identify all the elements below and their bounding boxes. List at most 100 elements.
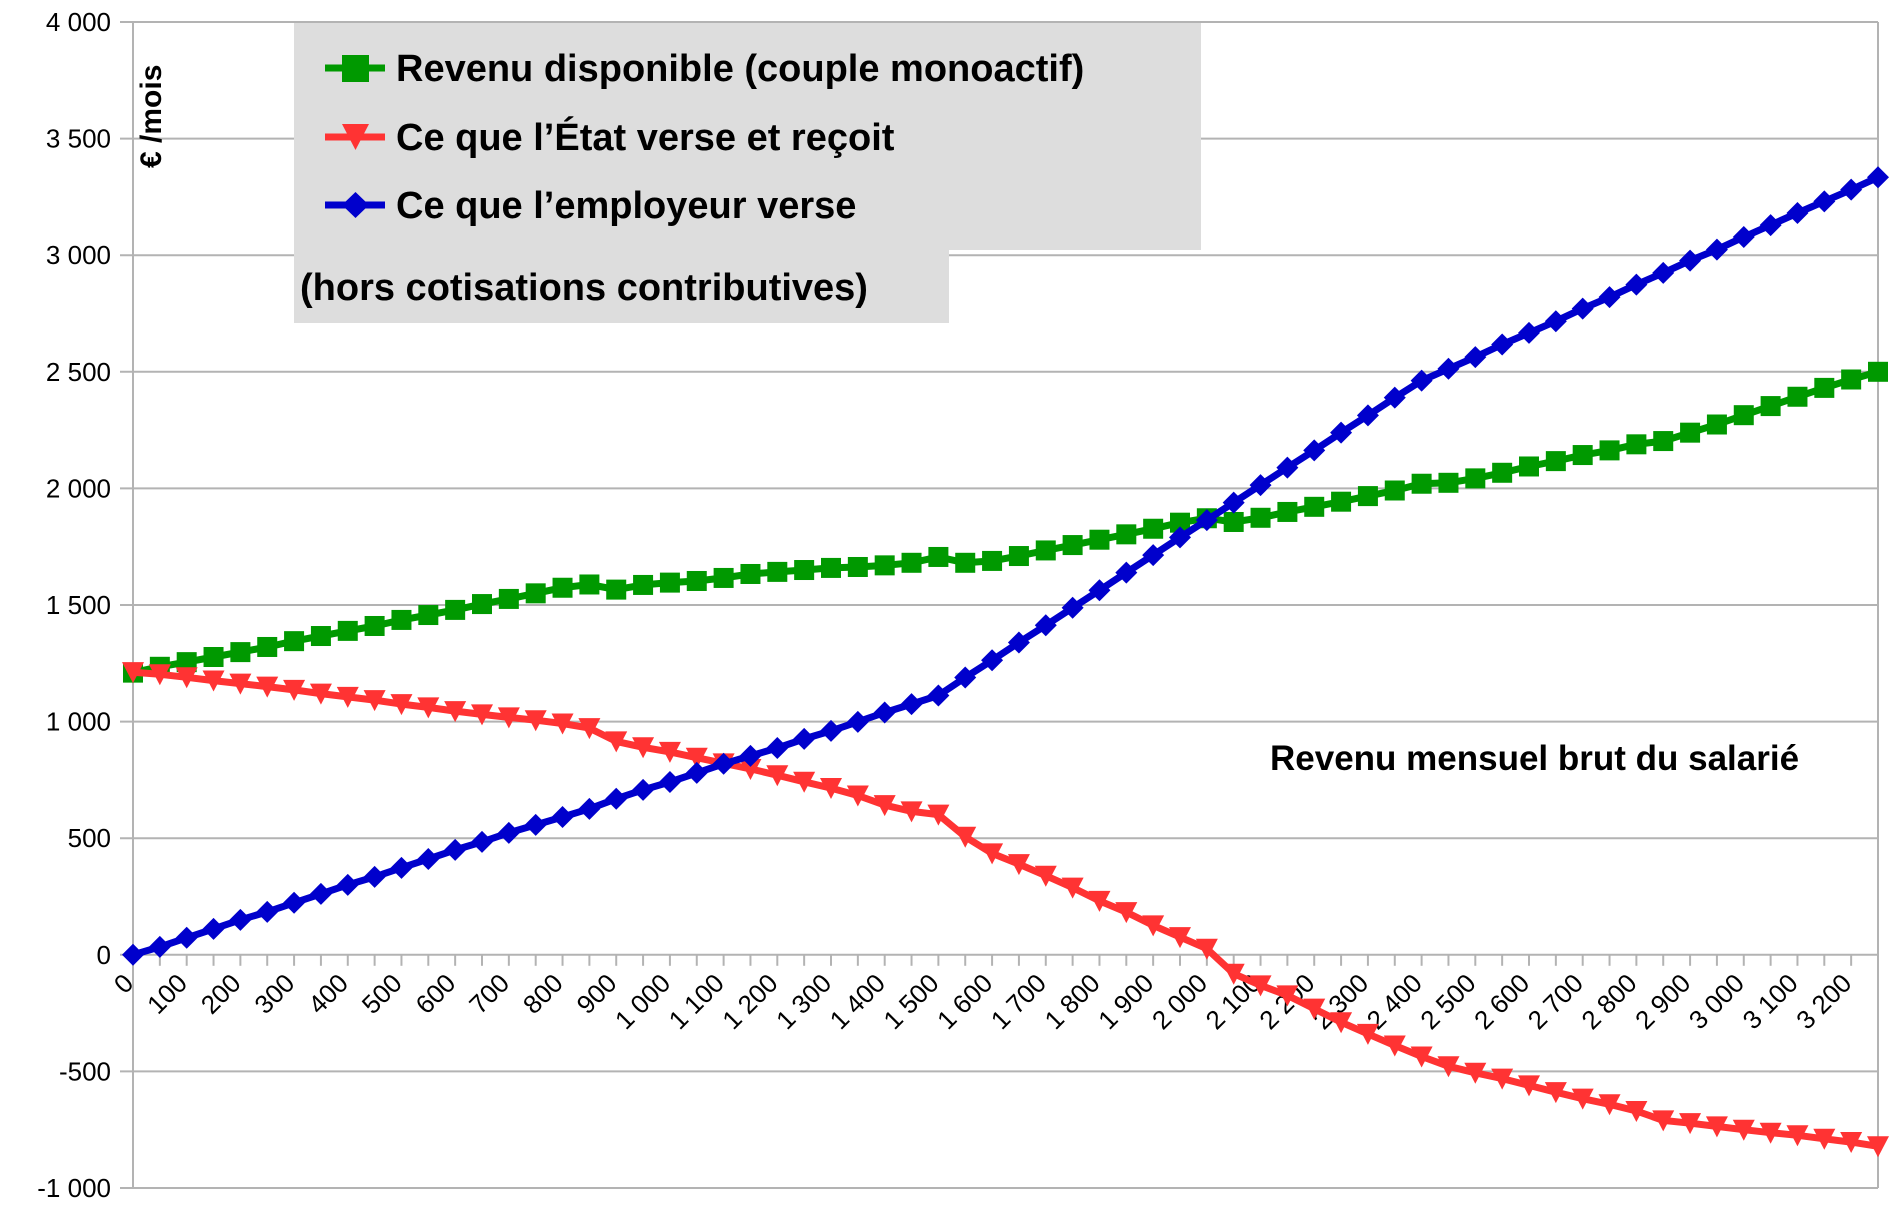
data-point-diamond xyxy=(1840,178,1863,201)
data-point-square xyxy=(847,556,868,577)
data-point-triangle xyxy=(524,710,547,732)
data-point-diamond xyxy=(175,926,198,949)
data-point-diamond xyxy=(900,693,923,716)
data-point-square xyxy=(364,615,385,636)
data-point-square xyxy=(1277,501,1298,522)
data-point-square xyxy=(257,636,278,657)
data-point-diamond xyxy=(1142,544,1165,567)
y-tick-label: 3 500 xyxy=(46,124,111,154)
data-point-triangle xyxy=(175,667,198,689)
data-point-square xyxy=(982,550,1003,571)
data-point-square xyxy=(284,631,305,652)
data-point-square xyxy=(1062,535,1083,556)
data-point-diamond xyxy=(417,847,440,870)
data-point-square xyxy=(1519,456,1539,477)
data-point-square xyxy=(1304,496,1325,517)
legend-diamond-marker-icon xyxy=(342,192,369,218)
data-point-triangle xyxy=(1705,1116,1728,1138)
data-point-diamond xyxy=(658,770,681,793)
data-point-triangle xyxy=(1571,1088,1594,1110)
x-tick-label: 0 xyxy=(108,968,139,999)
data-point-diamond xyxy=(1571,297,1594,320)
data-point-diamond xyxy=(1249,474,1272,497)
data-point-triangle xyxy=(1813,1128,1836,1150)
data-point-square xyxy=(1250,507,1271,528)
legend-triangle-marker-icon xyxy=(342,124,369,150)
x-tick-label: 1 900 xyxy=(1092,968,1159,1035)
data-point-triangle xyxy=(1142,915,1165,937)
data-point-triangle xyxy=(256,676,279,698)
data-point-triangle xyxy=(1679,1113,1702,1135)
data-point-triangle xyxy=(444,701,467,723)
data-point-diamond xyxy=(336,873,359,896)
data-point-triangle xyxy=(766,765,789,787)
data-point-square xyxy=(230,642,251,663)
data-point-triangle xyxy=(846,785,869,807)
data-point-triangle xyxy=(981,843,1004,865)
data-point-diamond xyxy=(1491,333,1514,356)
data-point-triangle xyxy=(873,795,896,817)
y-tick-label: 0 xyxy=(97,940,111,970)
data-point-triangle xyxy=(605,731,628,753)
x-tick-label: 3 100 xyxy=(1736,968,1803,1035)
data-point-triangle xyxy=(1276,985,1299,1007)
data-point-triangle xyxy=(1464,1062,1487,1084)
legend-item-etat[interactable]: Ce que l’État verse et reçoit xyxy=(325,115,895,159)
data-point-square xyxy=(713,567,734,588)
data-point-square xyxy=(1653,431,1674,452)
data-point-square xyxy=(1008,546,1029,567)
data-point-triangle xyxy=(1867,1136,1889,1158)
data-point-diamond xyxy=(1061,596,1084,619)
data-point-square xyxy=(686,570,707,591)
data-point-triangle xyxy=(1222,963,1245,985)
y-tick-label: 2 000 xyxy=(46,473,111,503)
data-point-triangle xyxy=(685,747,708,769)
x-tick-label: 3 000 xyxy=(1683,968,1750,1035)
data-point-diamond xyxy=(122,943,144,966)
data-point-diamond xyxy=(1786,201,1809,224)
data-point-diamond xyxy=(1115,561,1138,584)
data-point-triangle xyxy=(820,778,842,800)
data-point-triangle xyxy=(1544,1082,1567,1104)
data-point-square xyxy=(1814,377,1835,398)
x-tick-label: 2 900 xyxy=(1629,968,1696,1035)
x-tick-label: 2 000 xyxy=(1146,968,1213,1035)
data-point-triangle xyxy=(632,737,655,759)
data-point-diamond xyxy=(497,821,520,844)
data-point-square xyxy=(1868,361,1888,382)
x-tick-label: 1 500 xyxy=(877,968,944,1035)
data-point-triangle xyxy=(229,673,252,695)
legend-item-employeur[interactable]: Ce que l’employeur verse xyxy=(325,185,856,227)
x-tick-label: 1 700 xyxy=(985,968,1052,1035)
x-tick-label: 3 200 xyxy=(1790,968,1857,1035)
data-point-triangle xyxy=(927,804,950,826)
data-point-diamond xyxy=(605,787,628,810)
x-tick-label: 600 xyxy=(410,968,462,1020)
x-tick-label: 100 xyxy=(141,968,193,1020)
data-point-diamond xyxy=(1598,286,1621,309)
data-point-triangle xyxy=(497,707,520,729)
data-point-square xyxy=(606,579,627,600)
data-point-diamond xyxy=(873,701,896,724)
data-point-diamond xyxy=(981,649,1004,672)
legend-square-marker-icon xyxy=(342,55,369,82)
data-point-square xyxy=(1357,486,1378,507)
data-point-square xyxy=(767,561,788,582)
data-point-square xyxy=(1331,491,1352,512)
data-point-triangle xyxy=(1437,1056,1460,1078)
data-point-square xyxy=(1143,518,1164,539)
data-point-diamond xyxy=(471,830,493,853)
data-point-triangle xyxy=(1732,1119,1755,1141)
x-tick-label: 1 100 xyxy=(663,968,730,1035)
data-point-square xyxy=(955,552,976,573)
legend-box xyxy=(294,23,1201,250)
data-point-square xyxy=(740,563,761,584)
legend-item-revenu-disponible[interactable]: Revenu disponible (couple monoactif) xyxy=(325,48,1084,90)
y-tick-label: 3 000 xyxy=(46,240,111,270)
data-point-square xyxy=(1760,396,1781,417)
x-tick-label: 2 600 xyxy=(1468,968,1535,1035)
data-point-triangle xyxy=(148,664,171,686)
data-point-diamond xyxy=(793,727,816,750)
data-point-square xyxy=(1841,369,1862,390)
